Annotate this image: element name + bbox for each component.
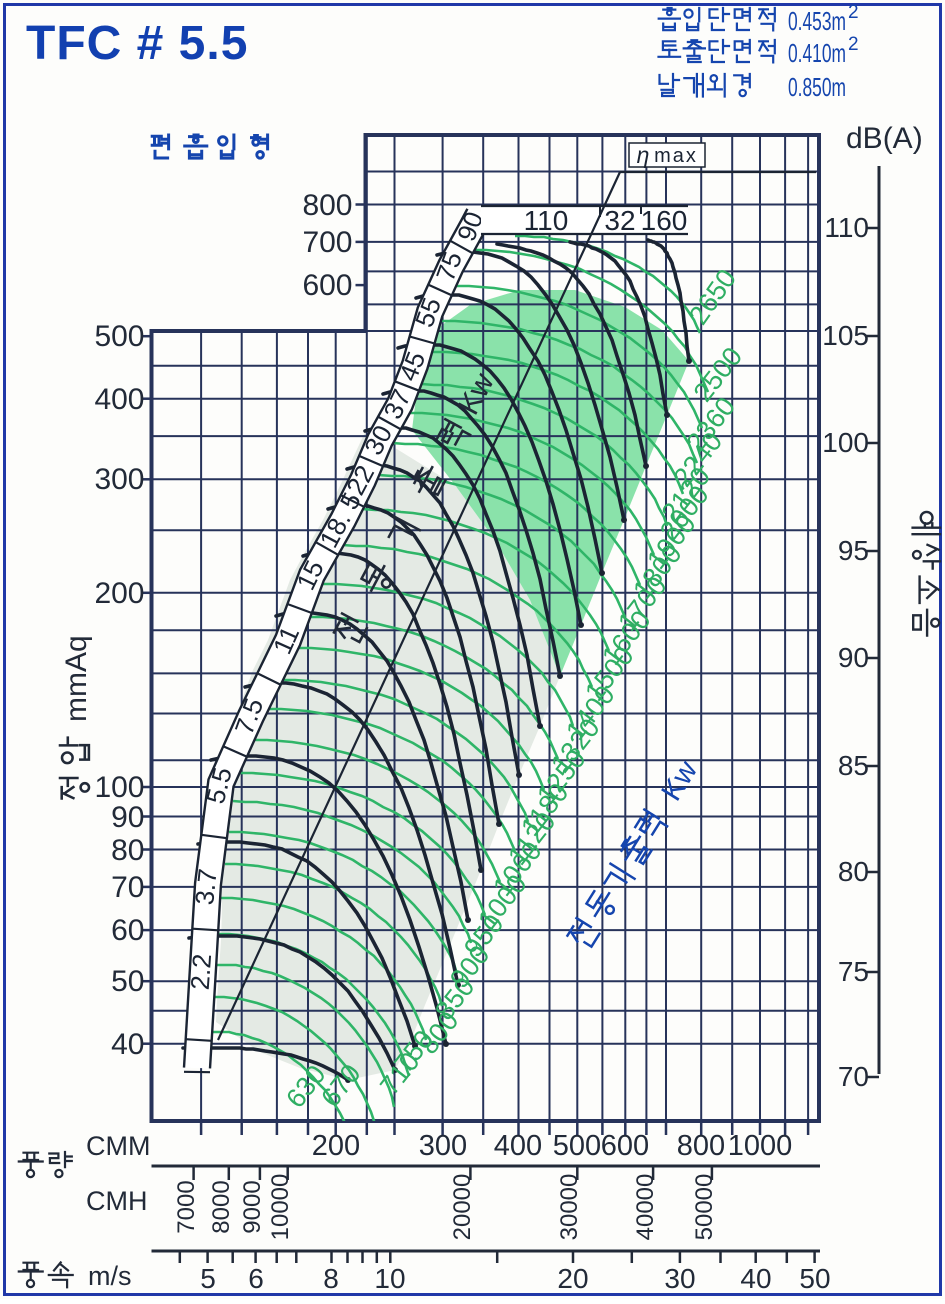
svg-text:500: 500 [94, 320, 144, 353]
svg-text:TFC # 5.5: TFC # 5.5 [26, 17, 248, 70]
svg-text:95: 95 [838, 535, 869, 566]
svg-text:600: 600 [601, 1130, 649, 1162]
svg-text:η: η [637, 142, 650, 168]
svg-text:mmAq: mmAq [60, 635, 93, 722]
svg-text:100: 100 [94, 771, 144, 804]
svg-text:400: 400 [494, 1130, 542, 1162]
svg-text:40000: 40000 [632, 1174, 659, 1241]
svg-text:75: 75 [838, 956, 869, 987]
svg-text:40: 40 [111, 1028, 144, 1061]
svg-text:50: 50 [799, 1263, 830, 1294]
svg-text:2.2: 2.2 [185, 953, 217, 991]
svg-text:80: 80 [111, 834, 144, 867]
svg-text:10: 10 [374, 1263, 405, 1294]
svg-text:0.453m: 0.453m [788, 6, 846, 36]
svg-text:70: 70 [111, 871, 144, 904]
svg-text:90: 90 [838, 642, 869, 673]
svg-text:8: 8 [323, 1263, 339, 1294]
svg-text:50000: 50000 [691, 1174, 718, 1241]
svg-text:300: 300 [94, 463, 144, 496]
svg-text:200: 200 [94, 577, 144, 610]
svg-text:6: 6 [248, 1263, 264, 1294]
svg-text:CMM: CMM [86, 1131, 150, 1161]
svg-text:85: 85 [838, 750, 869, 781]
svg-text:200: 200 [312, 1130, 360, 1162]
svg-text:700: 700 [302, 226, 352, 259]
svg-text:90: 90 [111, 801, 144, 834]
svg-text:105: 105 [822, 320, 869, 351]
svg-text:400: 400 [94, 383, 144, 416]
svg-text:110: 110 [824, 212, 869, 243]
svg-text:160: 160 [641, 205, 688, 236]
svg-text:30000: 30000 [556, 1174, 583, 1241]
svg-text:40: 40 [740, 1263, 771, 1294]
svg-text:2: 2 [848, 34, 859, 55]
svg-text:m/s: m/s [88, 1261, 132, 1291]
svg-text:20: 20 [557, 1263, 588, 1294]
svg-text:3.7: 3.7 [189, 867, 223, 906]
svg-text:70: 70 [838, 1061, 869, 1092]
svg-text:500: 500 [553, 1130, 601, 1162]
svg-text:50: 50 [111, 965, 144, 998]
svg-text:0.850m: 0.850m [788, 72, 846, 102]
svg-text:800: 800 [302, 189, 352, 222]
svg-text:100: 100 [822, 427, 869, 458]
svg-text:32: 32 [604, 205, 635, 236]
svg-text:7000: 7000 [173, 1180, 200, 1233]
svg-text:20000: 20000 [449, 1174, 476, 1241]
svg-text:30: 30 [664, 1263, 695, 1294]
svg-text:9000: 9000 [239, 1180, 266, 1233]
svg-text:80: 80 [838, 856, 869, 887]
svg-text:110: 110 [524, 205, 569, 236]
svg-text:CMH: CMH [86, 1186, 148, 1216]
svg-text:dB(A): dB(A) [846, 122, 923, 155]
svg-text:2: 2 [848, 2, 859, 23]
svg-text:0.410m: 0.410m [788, 38, 846, 68]
svg-text:800: 800 [677, 1130, 725, 1162]
svg-text:300: 300 [419, 1130, 467, 1162]
svg-text:1000: 1000 [728, 1130, 793, 1162]
svg-text:10000: 10000 [267, 1174, 294, 1241]
svg-text:60: 60 [111, 914, 144, 947]
svg-text:8000: 8000 [208, 1180, 235, 1233]
svg-text:600: 600 [302, 269, 352, 302]
svg-text:max: max [654, 145, 698, 167]
svg-text:5: 5 [200, 1263, 216, 1294]
